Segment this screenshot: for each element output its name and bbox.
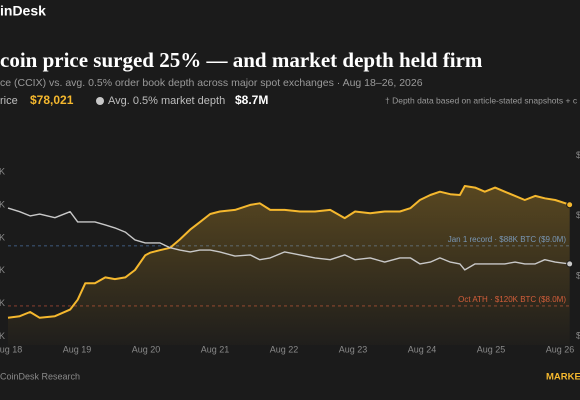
y-tick-label: K — [0, 199, 5, 209]
legend-swatch — [96, 97, 104, 105]
area — [8, 186, 570, 345]
y-tick-label: K — [0, 298, 5, 308]
line — [7, 185, 571, 319]
x-tick-label: Aug 22 — [270, 344, 299, 354]
x-tick-label: Aug 26 — [546, 344, 575, 354]
end-point — [566, 201, 574, 209]
legend-value: $78,021 — [30, 93, 74, 107]
y2-tick-label: $ — [576, 330, 580, 340]
brand-tag: MARKET — [546, 372, 580, 383]
x-tick-label: Aug 19 — [63, 344, 92, 354]
y2-tick-label: $ — [576, 270, 580, 280]
x-tick-label: Aug 20 — [132, 344, 161, 354]
x-tick-label: Aug 21 — [201, 344, 230, 354]
source: CoinDesk Research — [0, 371, 80, 381]
y2-tick-label: $ — [576, 150, 580, 160]
chart-title: coin price surged 25% — and market depth… — [0, 48, 483, 72]
brand: inDesk — [0, 3, 46, 19]
x-tick-label: Aug 23 — [339, 344, 368, 354]
x-tick-label: Aug 24 — [408, 344, 437, 354]
plot-area: K K K K K K $ $ $ $ Aug 18 Aug 19 Aug 20 Aug 21 Aug 22… — [0, 150, 580, 354]
subtitle: ce (CCIX) vs. avg. 0.5% order book depth… — [0, 77, 423, 89]
y2-tick-label: $ — [576, 210, 580, 220]
y-tick-label: K — [0, 232, 5, 242]
legend-label: Avg. 0.5% market depth — [108, 95, 225, 107]
y-tick-label: K — [0, 166, 5, 176]
legend-label: rice — [0, 95, 18, 107]
y-tick-label: K — [0, 331, 5, 341]
line — [7, 207, 570, 271]
note: † Depth data based on article-stated sna… — [385, 95, 578, 105]
end-point — [566, 260, 574, 268]
x-tick-label: Aug 25 — [477, 344, 506, 354]
legend-value: $8.7M — [235, 93, 268, 107]
x-tick-label: Aug 18 — [0, 344, 22, 354]
y-tick-label: K — [0, 265, 5, 275]
